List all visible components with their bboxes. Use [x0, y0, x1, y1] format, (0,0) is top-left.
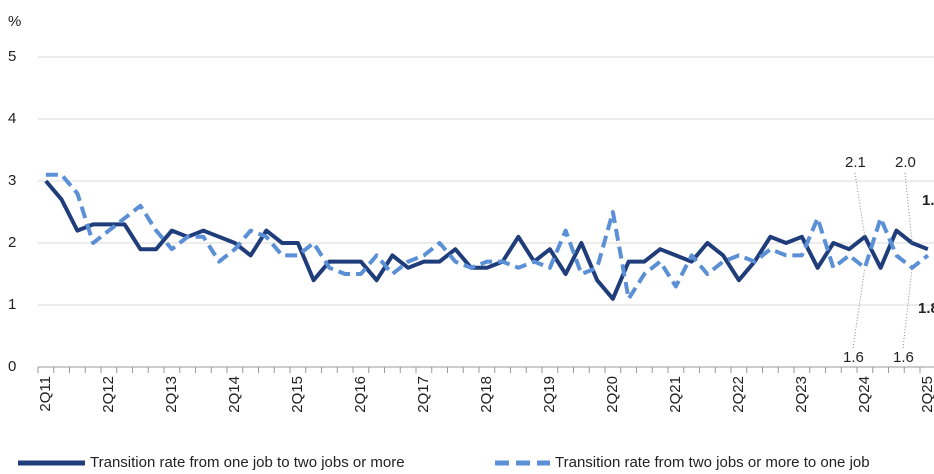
x-tick-label: 2Q12 — [100, 376, 117, 413]
value-label: 1.6 — [893, 349, 914, 366]
x-tick-label: 2Q24 — [856, 376, 873, 413]
x-tick-label: 2Q22 — [730, 376, 747, 413]
x-tick-label: 2Q20 — [604, 376, 621, 413]
series-line — [44, 179, 929, 301]
value-label: 2.1 — [845, 154, 866, 171]
leader-line — [904, 172, 913, 244]
y-tick-label: 2 — [8, 234, 16, 251]
value-label: 1.8 — [918, 300, 934, 317]
y-tick-label: 1 — [8, 296, 16, 313]
legend-label: Transition rate from one job to two jobs… — [90, 454, 405, 471]
y-tick-label: 3 — [8, 172, 16, 189]
x-tick-label: 2Q13 — [163, 376, 180, 413]
x-tick-label: 2Q11 — [37, 376, 54, 412]
x-tick-label: 2Q21 — [667, 376, 684, 413]
x-tick-label: 2Q23 — [793, 376, 810, 413]
y-tick-label: 4 — [8, 110, 16, 127]
y-tick-label: 0 — [8, 358, 16, 375]
leader-line — [854, 172, 866, 237]
leader-line — [902, 267, 913, 349]
leader-line — [852, 267, 866, 349]
x-tick-label: 2Q17 — [415, 376, 432, 413]
x-tick-label: 2Q14 — [226, 376, 243, 413]
x-tick-label: 2Q15 — [289, 376, 306, 413]
value-label: 2.0 — [895, 154, 916, 171]
x-tick-label: 2Q16 — [352, 376, 369, 413]
value-label: 1.6 — [843, 349, 864, 366]
x-tick-label: 2Q19 — [541, 376, 558, 413]
y-tick-label: 5 — [8, 48, 16, 65]
series-line — [45, 172, 930, 301]
y-axis-label: % — [8, 13, 21, 30]
value-label: 1.9 — [922, 192, 934, 209]
legend-label: Transition rate from two jobs or more to… — [555, 454, 870, 471]
x-tick-label: 2Q25 — [919, 376, 934, 413]
x-tick-label: 2Q18 — [478, 376, 495, 413]
